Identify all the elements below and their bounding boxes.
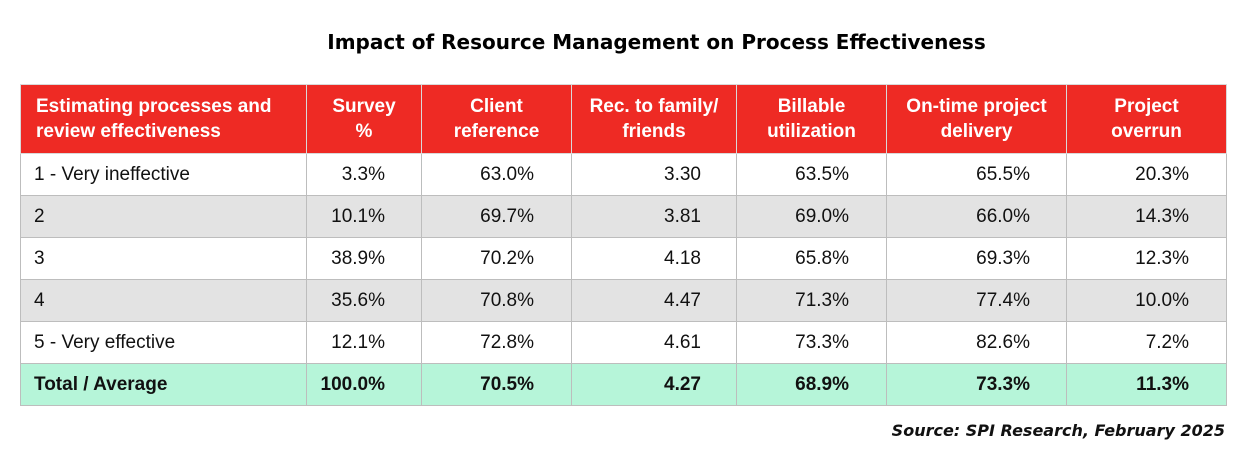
column-header-rec-family-friends: Rec. to family/ friends (571, 84, 737, 154)
column-header-on-time-delivery: On-time project delivery (886, 84, 1067, 154)
table-cell: 11.3% (1066, 363, 1227, 406)
column-header-billable-utilization: Billable utilization (736, 84, 887, 154)
table-cell: 82.6% (886, 321, 1067, 364)
table-cell: 65.5% (886, 153, 1067, 196)
table-cell: 68.9% (736, 363, 887, 406)
table-cell: 7.2% (1066, 321, 1227, 364)
row-label: 2 (20, 195, 307, 238)
table-cell: 10.0% (1066, 279, 1227, 322)
table-cell: 70.8% (421, 279, 572, 322)
table-cell: 77.4% (886, 279, 1067, 322)
header-row: Estimating processes and review effectiv… (20, 84, 1227, 154)
table-cell: 69.0% (736, 195, 887, 238)
table-cell: 4.47 (571, 279, 737, 322)
table-cell: 63.5% (736, 153, 887, 196)
table-row: 4 35.6% 70.8% 4.47 71.3% 77.4% 10.0% (20, 279, 1227, 322)
table-cell: 66.0% (886, 195, 1067, 238)
table-cell: 65.8% (736, 237, 887, 280)
table-cell: 69.3% (886, 237, 1067, 280)
table-cell: 70.2% (421, 237, 572, 280)
table-cell: 70.5% (421, 363, 572, 406)
table-row: 1 - Very ineffective 3.3% 63.0% 3.30 63.5% 65… (20, 153, 1227, 196)
row-label: 1 - Very ineffective (20, 153, 307, 196)
table-cell: 4.18 (571, 237, 737, 280)
table-cell: 12.3% (1066, 237, 1227, 280)
total-row: Total / Average 100.0% 70.5% 4.27 68.9% 73.3%… (20, 363, 1227, 406)
row-label: Total / Average (20, 363, 307, 406)
column-header-effectiveness: Estimating processes and review effectiv… (20, 84, 307, 154)
row-label: 3 (20, 237, 307, 280)
table-cell: 3.3% (306, 153, 422, 196)
table-cell: 38.9% (306, 237, 422, 280)
table-cell: 4.61 (571, 321, 737, 364)
table-cell: 63.0% (421, 153, 572, 196)
table-cell: 20.3% (1066, 153, 1227, 196)
table-cell: 12.1% (306, 321, 422, 364)
table-cell: 100.0% (306, 363, 422, 406)
row-label: 4 (20, 279, 307, 322)
table-row: 3 38.9% 70.2% 4.18 65.8% 69.3% 12.3% (20, 237, 1227, 280)
table-cell: 4.27 (571, 363, 737, 406)
source-note: Source: SPI Research, February 2025 (891, 421, 1225, 440)
chart-title: Impact of Resource Management on Process… (327, 30, 986, 54)
data-table: Estimating processes and review effectiv… (20, 84, 1227, 406)
table-cell: 35.6% (306, 279, 422, 322)
table-row: 5 - Very effective 12.1% 72.8% 4.61 73.3% 82.… (20, 321, 1227, 364)
table-cell: 10.1% (306, 195, 422, 238)
table-cell: 14.3% (1066, 195, 1227, 238)
table-cell: 72.8% (421, 321, 572, 364)
table-cell: 73.3% (736, 321, 887, 364)
table-cell: 71.3% (736, 279, 887, 322)
column-header-client-reference: Client reference (421, 84, 572, 154)
table-cell: 3.81 (571, 195, 737, 238)
table-cell: 73.3% (886, 363, 1067, 406)
column-header-survey: Survey % (306, 84, 422, 154)
table-row: 2 10.1% 69.7% 3.81 69.0% 66.0% 14.3% (20, 195, 1227, 238)
column-header-project-overrun: Project overrun (1066, 84, 1227, 154)
table-cell: 69.7% (421, 195, 572, 238)
table-body: 1 - Very ineffective 3.3% 63.0% 3.30 63.5% 65… (20, 153, 1227, 406)
row-label: 5 - Very effective (20, 321, 307, 364)
table-cell: 3.30 (571, 153, 737, 196)
